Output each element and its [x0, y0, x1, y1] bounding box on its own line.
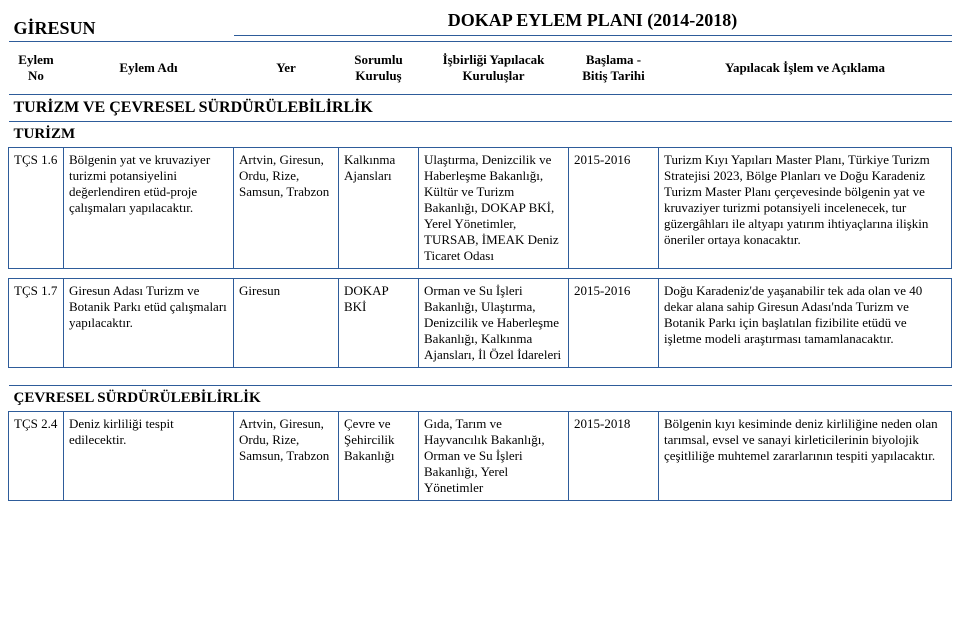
cell-coop: Gıda, Tarım ve Hayvancılık Bakanlığı, Or… — [419, 412, 569, 501]
cell-name: Deniz kirliliği tespit edilecektir. — [64, 412, 234, 501]
cell-date: 2015-2018 — [569, 412, 659, 501]
table-row: TÇS 1.7 Giresun Adası Turizm ve Botanik … — [9, 279, 952, 368]
column-header-row: Eylem No Eylem Adı Yer Sorumlu Kuruluş İ… — [9, 42, 952, 95]
action-plan-table: GİRESUN DOKAP EYLEM PLANI (2014-2018) Ey… — [8, 8, 952, 501]
subsection-tourism: TURİZM — [9, 122, 952, 148]
cell-desc: Turizm Kıyı Yapıları Master Planı, Türki… — [659, 148, 952, 269]
col-header-loc: Yer — [234, 42, 339, 95]
cell-desc: Doğu Karadeniz'de yaşanabilir tek ada ol… — [659, 279, 952, 368]
cell-name: Bölgenin yat ve kruvaziyer turizmi potan… — [64, 148, 234, 269]
subsection-title: ÇEVRESEL SÜRDÜRÜLEBİLİRLİK — [9, 386, 952, 412]
cell-coop: Ulaştırma, Denizcilik ve Haberleşme Baka… — [419, 148, 569, 269]
document-title: DOKAP EYLEM PLANI (2014-2018) — [234, 8, 952, 36]
cell-loc: Giresun — [234, 279, 339, 368]
cell-desc: Bölgenin kıyı kesiminde deniz kirliliğin… — [659, 412, 952, 501]
cell-no: TÇS 2.4 — [9, 412, 64, 501]
cell-name: Giresun Adası Turizm ve Botanik Parkı et… — [64, 279, 234, 368]
cell-org: DOKAP BKİ — [339, 279, 419, 368]
cell-loc: Artvin, Giresun, Ordu, Rize, Samsun, Tra… — [234, 412, 339, 501]
col-header-coop: İşbirliği Yapılacak Kuruluşlar — [419, 42, 569, 95]
table-row: TÇS 2.4 Deniz kirliliği tespit edilecekt… — [9, 412, 952, 501]
cell-no: TÇS 1.6 — [9, 148, 64, 269]
province-label: GİRESUN — [9, 8, 234, 42]
table-row: TÇS 1.6 Bölgenin yat ve kruvaziyer turiz… — [9, 148, 952, 269]
col-header-org: Sorumlu Kuruluş — [339, 42, 419, 95]
cell-coop: Orman ve Su İşleri Bakanlığı, Ulaştırma,… — [419, 279, 569, 368]
col-header-no: Eylem No — [9, 42, 64, 95]
cell-org: Çevre ve Şehircilik Bakanlığı — [339, 412, 419, 501]
col-header-desc: Yapılacak İşlem ve Açıklama — [659, 42, 952, 95]
col-header-name: Eylem Adı — [64, 42, 234, 95]
subsection-title: TURİZM — [9, 122, 952, 148]
section-tourism-env: TURİZM VE ÇEVRESEL SÜRDÜRÜLEBİLİRLİK — [9, 95, 952, 122]
cell-loc: Artvin, Giresun, Ordu, Rize, Samsun, Tra… — [234, 148, 339, 269]
cell-org: Kalkınma Ajansları — [339, 148, 419, 269]
section-title: TURİZM VE ÇEVRESEL SÜRDÜRÜLEBİLİRLİK — [9, 95, 952, 122]
cell-no: TÇS 1.7 — [9, 279, 64, 368]
cell-date: 2015-2016 — [569, 279, 659, 368]
col-header-date: Başlama - Bitiş Tarihi — [569, 42, 659, 95]
cell-date: 2015-2016 — [569, 148, 659, 269]
subsection-environment: ÇEVRESEL SÜRDÜRÜLEBİLİRLİK — [9, 386, 952, 412]
